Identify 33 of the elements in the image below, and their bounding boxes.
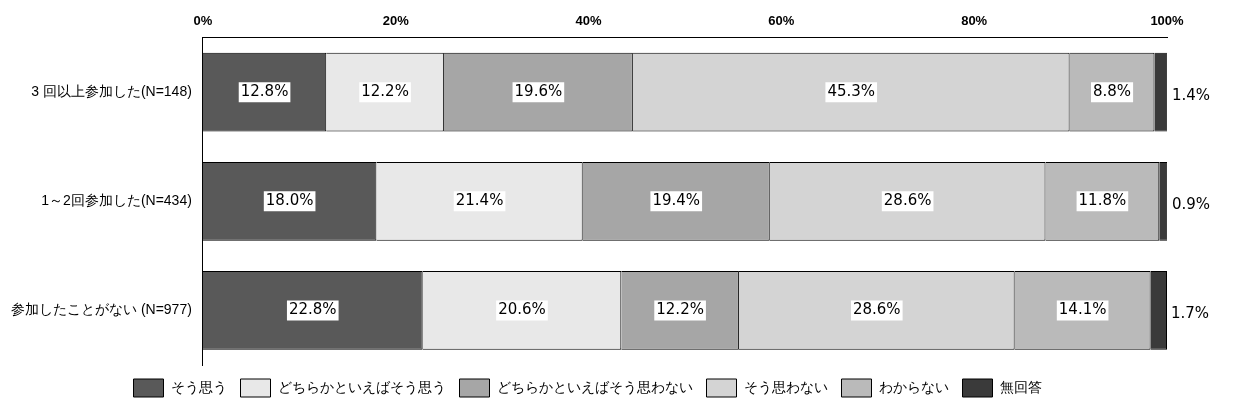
data-label: 20.6% xyxy=(498,300,546,319)
data-label: 21.4% xyxy=(455,191,504,210)
data-label: 1.4% xyxy=(1171,86,1211,105)
data-label: 12.8% xyxy=(240,82,289,101)
data-label: 22.8% xyxy=(288,300,337,319)
data-label: 8.8% xyxy=(1092,82,1132,101)
data-label: 12.2% xyxy=(361,82,409,101)
legend-label: どちらかといえばそう思う xyxy=(277,378,446,395)
data-label: 28.6% xyxy=(883,191,932,210)
x-tick-label: 40% xyxy=(575,13,602,29)
data-label: 19.6% xyxy=(514,82,563,101)
x-tick-label: 80% xyxy=(961,13,988,29)
data-label: 45.3% xyxy=(827,82,876,101)
legend-label: そう思わない xyxy=(743,378,828,395)
legend-label: 無回答 xyxy=(999,378,1042,395)
legend-label: わからない xyxy=(878,378,949,395)
data-label: 19.4% xyxy=(652,191,701,210)
x-tick-label: 20% xyxy=(382,13,410,29)
legend-label: どちらかといえばそう思わない xyxy=(496,378,693,395)
y-tick-label: 参加したことがない (N=977) xyxy=(11,301,192,318)
legend-label: そう思う xyxy=(170,378,227,395)
y-tick-label: 3 回以上参加した(N=148) xyxy=(31,83,192,100)
y-tick-label: 1～2回参加した(N=434) xyxy=(41,192,192,209)
x-tick-label: 0% xyxy=(193,13,213,29)
data-label: 12.2% xyxy=(656,300,704,319)
data-label: 14.1% xyxy=(1058,300,1107,319)
data-label: 18.0% xyxy=(265,191,314,210)
data-label: 1.7% xyxy=(1171,304,1210,323)
data-label: 11.8% xyxy=(1078,191,1127,210)
x-tick-label: 100% xyxy=(1150,13,1185,29)
data-label: 28.6% xyxy=(852,300,901,319)
data-label: 0.9% xyxy=(1171,195,1211,214)
x-tick-label: 60% xyxy=(768,13,795,29)
